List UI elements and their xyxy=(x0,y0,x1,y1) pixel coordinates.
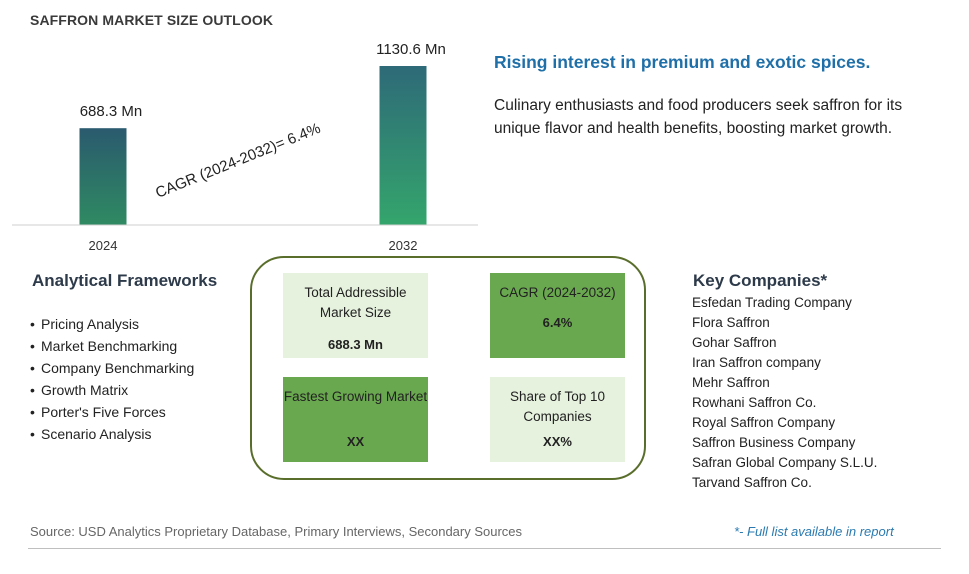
company-item: Saffron Business Company xyxy=(692,435,856,450)
framework-item: • Scenario Analysis xyxy=(30,423,194,445)
x-tick-label: 2024 xyxy=(89,238,118,253)
framework-item: • Growth Matrix xyxy=(30,379,194,401)
framework-item-label: Growth Matrix xyxy=(41,382,129,398)
company-item: Mehr Saffron xyxy=(692,375,770,390)
tam-value: 688.3 Mn xyxy=(328,337,383,352)
bar-value-label: 688.3 Mn xyxy=(80,103,143,120)
framework-item: • Porter's Five Forces xyxy=(30,401,194,423)
framework-item-label: Porter's Five Forces xyxy=(41,404,166,420)
bullet-icon: • xyxy=(30,360,35,376)
framework-item-label: Market Benchmarking xyxy=(41,338,178,354)
framework-item: • Market Benchmarking xyxy=(30,335,194,357)
company-item: Iran Saffron company xyxy=(692,355,821,370)
footnote: *- Full list available in report xyxy=(734,524,894,539)
bullet-icon: • xyxy=(30,426,35,442)
framework-item: • Company Benchmarking xyxy=(30,357,194,379)
bullet-icon: • xyxy=(30,382,35,398)
cagr-annotation: CAGR (2024-2032)= 6.4% xyxy=(153,120,323,202)
fastest-growing-label: Fastest Growing Market xyxy=(283,389,428,404)
company-item: Flora Saffron xyxy=(692,315,770,330)
bullet-icon: • xyxy=(30,404,35,420)
frameworks-title: Analytical Frameworks xyxy=(32,271,218,290)
companies-title: Key Companies* xyxy=(693,271,828,290)
cagr-card-label: CAGR (2024-2032) xyxy=(499,285,616,300)
top10-share-label: Share of Top 10 Companies xyxy=(509,389,606,424)
top10-share-card: Share of Top 10 Companies XX% xyxy=(490,377,625,462)
source-note: Source: USD Analytics Proprietary Databa… xyxy=(30,524,523,539)
companies-list: Esfedan Trading Company Flora Saffron Goha… xyxy=(692,293,877,493)
bar-value-label: 1130.6 Mn xyxy=(376,41,446,58)
tam-label: Total Addressible Market Size xyxy=(304,285,407,320)
bar-2024 xyxy=(79,128,127,225)
tam-card: Total Addressible Market Size 688.3 Mn xyxy=(283,273,428,358)
bullet-icon: • xyxy=(30,316,35,332)
bar-2032 xyxy=(379,66,427,225)
framework-item-label: Pricing Analysis xyxy=(41,316,140,332)
cagr-card-value: 6.4% xyxy=(542,315,573,330)
fastest-growing-value: XX xyxy=(346,434,365,449)
framework-item: • Pricing Analysis xyxy=(30,313,194,335)
company-item: Esfedan Trading Company xyxy=(692,295,852,310)
x-tick-label: 2032 xyxy=(389,238,418,253)
market-size-bar-chart: CAGR (2024-2032)= 6.4% 688.3 Mn 2024 1130.… xyxy=(12,41,478,253)
fastest-growing-card: Fastest Growing Market XX xyxy=(283,377,428,462)
framework-item-label: Scenario Analysis xyxy=(41,426,152,442)
company-item: Gohar Saffron xyxy=(692,335,777,350)
bullet-icon: • xyxy=(30,338,35,354)
headline: Rising interest in premium and exotic sp… xyxy=(494,52,871,72)
frameworks-list: • Pricing Analysis • Market Benchmarking • Co… xyxy=(30,313,194,445)
framework-item-label: Company Benchmarking xyxy=(41,360,195,376)
company-item: Tarvand Saffron Co. xyxy=(692,475,812,490)
company-item: Royal Saffron Company xyxy=(692,415,836,430)
top10-share-value: XX% xyxy=(543,434,572,449)
description: Culinary enthusiasts and food producers … xyxy=(494,97,903,137)
footer-divider xyxy=(28,548,941,549)
page-title: SAFFRON MARKET SIZE OUTLOOK xyxy=(30,12,274,28)
company-item: Rowhani Saffron Co. xyxy=(692,395,817,410)
metrics-panel: Total Addressible Market Size 688.3 Mn C… xyxy=(250,256,646,480)
cagr-card: CAGR (2024-2032) 6.4% xyxy=(490,273,625,358)
company-item: Safran Global Company S.L.U. xyxy=(692,455,878,470)
